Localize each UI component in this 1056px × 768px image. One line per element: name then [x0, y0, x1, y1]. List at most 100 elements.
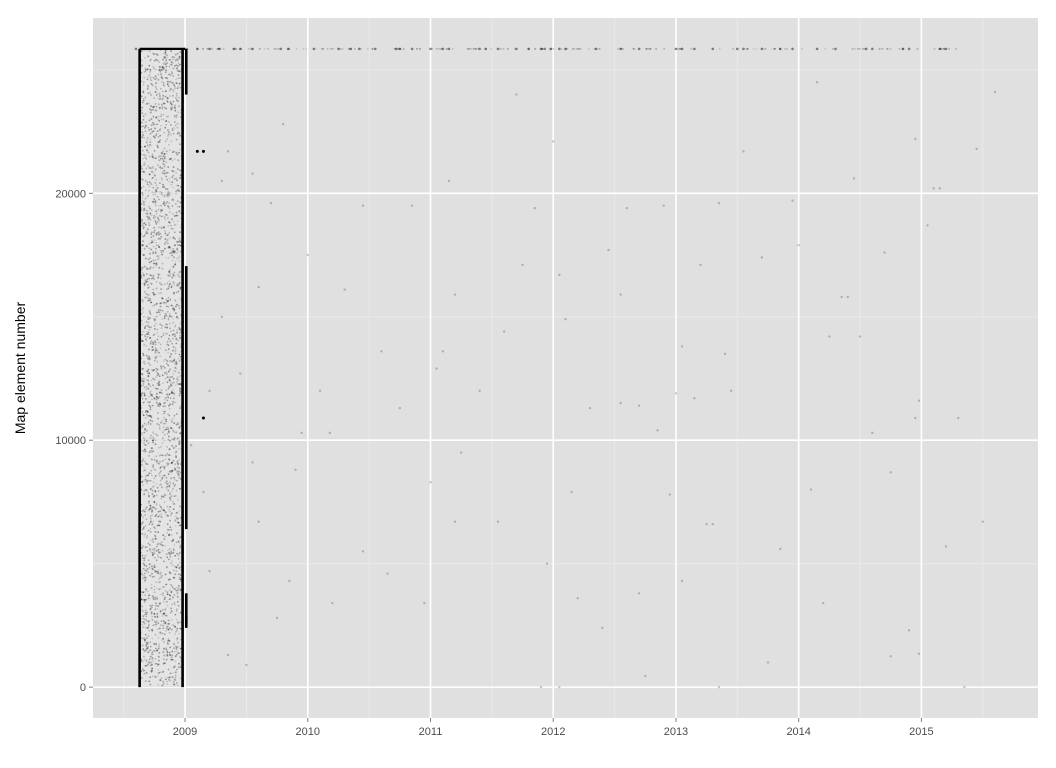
data-point [159, 470, 162, 473]
data-point [144, 265, 146, 268]
data-point [163, 653, 165, 656]
data-point [155, 513, 158, 516]
data-point [172, 275, 175, 277]
data-point [149, 212, 152, 215]
data-point [149, 141, 152, 143]
data-point [154, 259, 157, 262]
data-point [144, 428, 147, 431]
data-point [143, 266, 146, 268]
data-point [172, 170, 175, 173]
data-point [172, 397, 175, 400]
data-point [148, 566, 151, 569]
data-point [170, 477, 173, 480]
data-point [157, 237, 160, 240]
data-point [142, 591, 145, 594]
data-point [167, 483, 170, 485]
data-point [147, 372, 150, 375]
data-point [150, 183, 153, 186]
data-point [172, 90, 175, 93]
data-point [176, 586, 179, 589]
data-point [143, 672, 146, 675]
data-point [144, 609, 147, 612]
data-point [148, 437, 151, 439]
data-point [159, 610, 162, 613]
data-point [155, 190, 158, 193]
data-point [175, 192, 177, 195]
data-point [172, 281, 175, 284]
data-point [574, 47, 577, 50]
data-point [168, 407, 171, 410]
data-point [159, 128, 162, 130]
data-point [148, 372, 151, 375]
data-point [145, 388, 148, 391]
data-point [168, 202, 171, 205]
data-point [164, 621, 167, 624]
data-point [163, 201, 166, 204]
data-point [176, 57, 179, 60]
data-point [165, 488, 168, 490]
data-point [279, 47, 283, 51]
data-point [149, 266, 152, 269]
data-point [168, 430, 170, 433]
data-point [155, 133, 158, 135]
data-point [142, 384, 145, 387]
data-point [173, 643, 175, 646]
data-point [251, 47, 254, 51]
data-point [147, 287, 150, 289]
data-point [145, 664, 148, 667]
data-point [141, 411, 144, 413]
data-point [149, 167, 152, 170]
data-point [186, 47, 189, 50]
data-point [163, 429, 166, 432]
data-point [146, 68, 149, 71]
data-point [157, 548, 160, 551]
data-point [150, 301, 153, 304]
data-point [146, 482, 149, 485]
data-point [637, 47, 641, 51]
data-point [926, 224, 929, 227]
data-point [175, 151, 178, 154]
data-point [179, 589, 182, 592]
data-point [141, 434, 144, 436]
data-point [744, 47, 747, 50]
data-point [619, 47, 622, 50]
data-point [164, 454, 167, 457]
data-point [143, 360, 146, 363]
data-point [163, 538, 166, 540]
data-point [146, 144, 149, 147]
data-point [165, 648, 168, 650]
data-point [154, 75, 157, 78]
data-point [147, 318, 150, 321]
data-point [165, 152, 168, 155]
data-point [150, 144, 152, 147]
x-axis: 2009 2010 2011 2012 2013 2014 2015 [173, 718, 934, 738]
data-point [158, 66, 161, 68]
data-point [159, 237, 161, 240]
data-point [175, 59, 178, 62]
data-point [151, 393, 153, 396]
data-point [170, 591, 173, 593]
data-point [155, 117, 158, 120]
data-point [170, 304, 173, 307]
data-point [153, 226, 156, 229]
data-point [176, 240, 179, 243]
data-point [154, 469, 157, 471]
data-point [157, 135, 160, 138]
data-point [164, 51, 167, 53]
data-point [149, 312, 152, 314]
data-point [145, 378, 148, 381]
data-point [170, 512, 173, 515]
data-point [151, 346, 154, 348]
data-point [168, 508, 171, 511]
data-point [173, 106, 176, 109]
data-point [144, 156, 147, 159]
data-point [170, 514, 172, 517]
data-point [940, 47, 943, 50]
data-point [148, 102, 151, 105]
data-point [680, 47, 684, 51]
data-point [175, 214, 178, 217]
data-point [957, 416, 960, 420]
data-point [167, 473, 170, 476]
data-point [156, 372, 159, 374]
data-point [162, 382, 164, 385]
